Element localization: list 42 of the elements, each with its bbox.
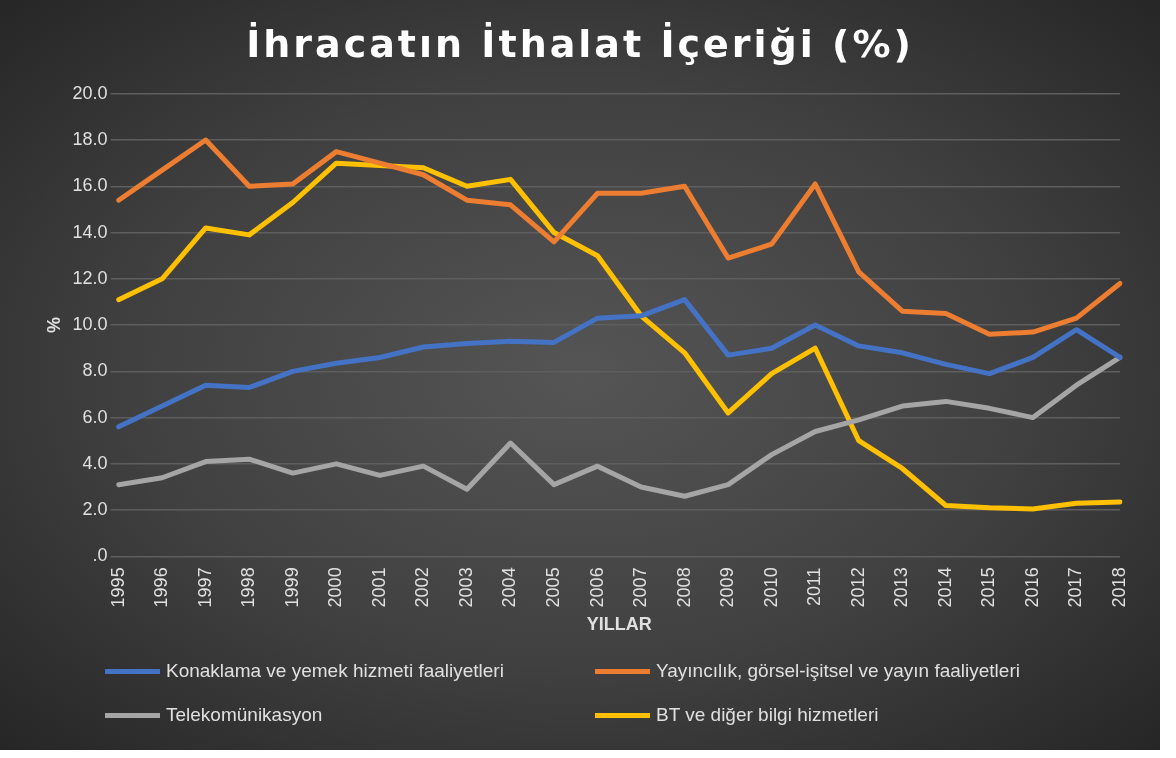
y-tick-label: 14.0 — [72, 221, 108, 242]
x-tick-label: 2005 — [542, 567, 563, 608]
y-tick-label: 6.0 — [82, 406, 108, 427]
x-tick-label: 2017 — [1065, 567, 1086, 608]
x-tick-label: 2015 — [978, 567, 999, 608]
y-tick-label: 16.0 — [72, 175, 108, 196]
y-tick-label: .0 — [92, 545, 108, 566]
x-tick-label: 1995 — [107, 567, 128, 608]
x-tick-label: 2007 — [630, 567, 651, 608]
y-tick-label: 2.0 — [82, 499, 108, 520]
y-tick-label: 20.0 — [72, 82, 108, 103]
y-tick-label: 4.0 — [82, 452, 108, 473]
x-axis-title: YILLAR — [586, 614, 652, 635]
chart-title: İhracatın İthalat İçeriği (%) — [245, 22, 915, 66]
x-tick-label: 1999 — [281, 567, 302, 608]
legend-label: Yayıncılık, görsel-işitsel ve yayın faaliyetleri — [656, 660, 1020, 682]
x-tick-label: 2003 — [455, 567, 476, 608]
x-tick-label: 2013 — [891, 567, 912, 608]
x-tick-label: 2008 — [673, 567, 694, 608]
x-tick-label: 2010 — [760, 567, 781, 608]
x-tick-label: 2012 — [847, 567, 868, 608]
y-tick-label: 12.0 — [72, 267, 108, 288]
x-tick-label: 2009 — [717, 567, 738, 608]
legend-label: Konaklama ve yemek hizmeti faaliyetleri — [166, 660, 504, 682]
x-tick-label: 2011 — [804, 567, 825, 607]
y-tick-label: 8.0 — [82, 360, 108, 381]
x-tick-label: 2004 — [499, 567, 520, 608]
x-tick-label: 2014 — [934, 567, 955, 608]
x-tick-label: 2002 — [412, 567, 433, 608]
y-tick-label: 10.0 — [72, 314, 108, 335]
y-tick-label: 18.0 — [72, 129, 108, 150]
x-tick-label: 2018 — [1108, 567, 1129, 608]
legend-label: BT ve diğer bilgi hizmetleri — [656, 704, 879, 726]
x-tick-label: 1996 — [151, 567, 172, 608]
x-tick-label: 2001 — [368, 567, 389, 608]
x-tick-label: 2016 — [1021, 567, 1042, 608]
x-tick-label: 2006 — [586, 567, 607, 608]
x-tick-label: 2000 — [325, 567, 346, 608]
y-axis-title: % — [43, 317, 64, 334]
x-tick-label: 1997 — [194, 567, 215, 608]
legend-label: Telekomünikasyon — [166, 704, 323, 726]
x-tick-label: 1998 — [238, 567, 259, 608]
